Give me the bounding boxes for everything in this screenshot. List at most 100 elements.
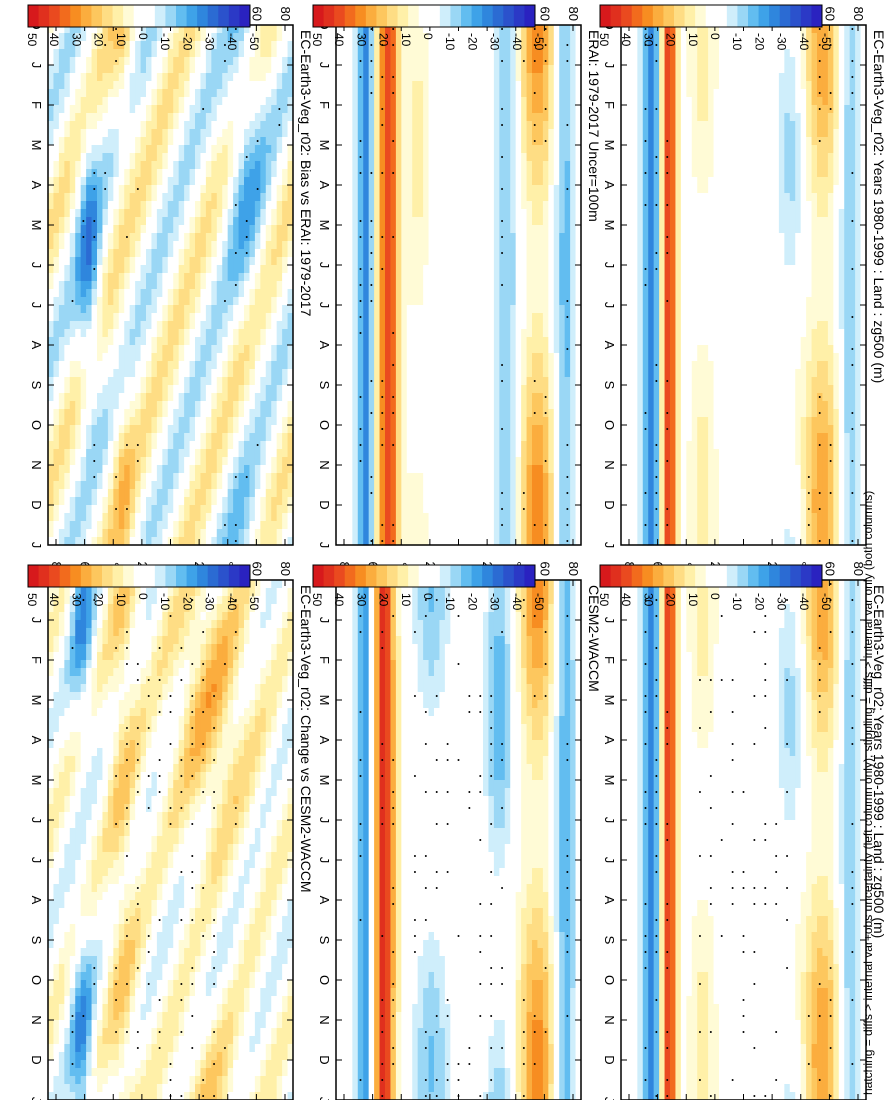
heatmap-cell (740, 652, 747, 661)
heatmap-cell (740, 804, 747, 813)
heatmap-cell (810, 676, 817, 685)
heatmap-cell (849, 513, 856, 522)
heatmap-cell (734, 209, 741, 218)
heatmap-cell (767, 724, 774, 733)
heatmap-cell (849, 241, 856, 250)
heatmap-cell (794, 161, 801, 170)
heatmap-cell (789, 652, 796, 661)
heatmap-cell (625, 588, 632, 597)
heatmap-cell (642, 481, 649, 490)
heatmap-cell (756, 441, 763, 450)
heatmap-cell (631, 844, 638, 853)
heatmap-cell (772, 529, 779, 538)
heatmap-cell (816, 201, 823, 210)
stipple-dot (666, 508, 669, 510)
heatmap-cell (620, 233, 627, 242)
heatmap-cell (783, 652, 790, 661)
heatmap-cell (778, 417, 785, 426)
heatmap-cell (854, 441, 861, 450)
heatmap-cell (647, 604, 654, 613)
heatmap-cell (767, 449, 774, 458)
heatmap-cell (658, 644, 665, 653)
heatmap-cell (838, 820, 845, 829)
heatmap-cell (772, 449, 779, 458)
heatmap-cell (767, 908, 774, 917)
heatmap-cell (658, 892, 665, 901)
heatmap-cell (653, 353, 660, 362)
heatmap-cell (761, 740, 768, 749)
heatmap-cell (663, 129, 670, 138)
heatmap-cell (745, 772, 752, 781)
heatmap-cell (751, 281, 758, 290)
heatmap-cell (723, 417, 730, 426)
heatmap-cell (680, 684, 687, 693)
heatmap-cell (729, 297, 736, 306)
heatmap-cell (680, 345, 687, 354)
heatmap-cell (707, 892, 714, 901)
heatmap-cell (843, 97, 850, 106)
heatmap-cell (756, 860, 763, 869)
heatmap-cell (810, 724, 817, 733)
heatmap-cell (767, 529, 774, 538)
heatmap-cell (734, 441, 741, 450)
heatmap-cell (663, 844, 670, 853)
heatmap-cell (669, 868, 676, 877)
heatmap-cell (761, 449, 768, 458)
heatmap-cell (767, 489, 774, 498)
heatmap-cell (767, 153, 774, 162)
heatmap-cell (631, 684, 638, 693)
heatmap-cell (859, 345, 866, 354)
heatmap-cell (734, 393, 741, 402)
heatmap-cell (789, 257, 796, 266)
heatmap-cell (707, 441, 714, 450)
heatmap-cell (702, 884, 709, 893)
heatmap-cell (810, 513, 817, 522)
heatmap-cell (821, 716, 828, 725)
heatmap-cell (751, 385, 758, 394)
heatmap-cell (816, 193, 823, 202)
heatmap-cell (669, 628, 676, 637)
heatmap-cell (642, 257, 649, 266)
heatmap-cell (849, 804, 856, 813)
heatmap-cell (685, 233, 692, 242)
heatmap-cell (821, 684, 828, 693)
heatmap-cell (702, 33, 709, 42)
heatmap-cell (685, 684, 692, 693)
heatmap-cell (761, 81, 768, 90)
heatmap-cell (805, 588, 812, 597)
heatmap-cell (642, 772, 649, 781)
heatmap-cell (691, 33, 698, 42)
heatmap-cell (642, 33, 649, 42)
heatmap-cell (642, 529, 649, 538)
heatmap-cell (772, 57, 779, 66)
heatmap-cell (789, 489, 796, 498)
heatmap-cell (821, 868, 828, 877)
heatmap-cell (838, 369, 845, 378)
heatmap-cell (838, 537, 845, 546)
heatmap-cell (631, 297, 638, 306)
heatmap-cell (740, 612, 747, 621)
heatmap-cell (642, 836, 649, 845)
heatmap-cell (778, 193, 785, 202)
heatmap-cell (832, 361, 839, 370)
heatmap-cell (712, 612, 719, 621)
heatmap-cell (669, 369, 676, 378)
heatmap-cell (625, 489, 632, 498)
heatmap-cell (669, 257, 676, 266)
heatmap-cell (674, 780, 681, 789)
heatmap-cell (805, 121, 812, 130)
heatmap-cell (745, 81, 752, 90)
heatmap-cell (702, 297, 709, 306)
heatmap-cell (805, 684, 812, 693)
heatmap-cell (734, 345, 741, 354)
heatmap-cell (794, 844, 801, 853)
heatmap-cell (805, 828, 812, 837)
heatmap-cell (805, 660, 812, 669)
heatmap-cell (653, 860, 660, 869)
heatmap-cell (702, 844, 709, 853)
heatmap-cell (740, 628, 747, 637)
heatmap-cell (674, 377, 681, 386)
heatmap-cell (642, 49, 649, 58)
heatmap-cell (805, 732, 812, 741)
heatmap-cell (745, 497, 752, 506)
